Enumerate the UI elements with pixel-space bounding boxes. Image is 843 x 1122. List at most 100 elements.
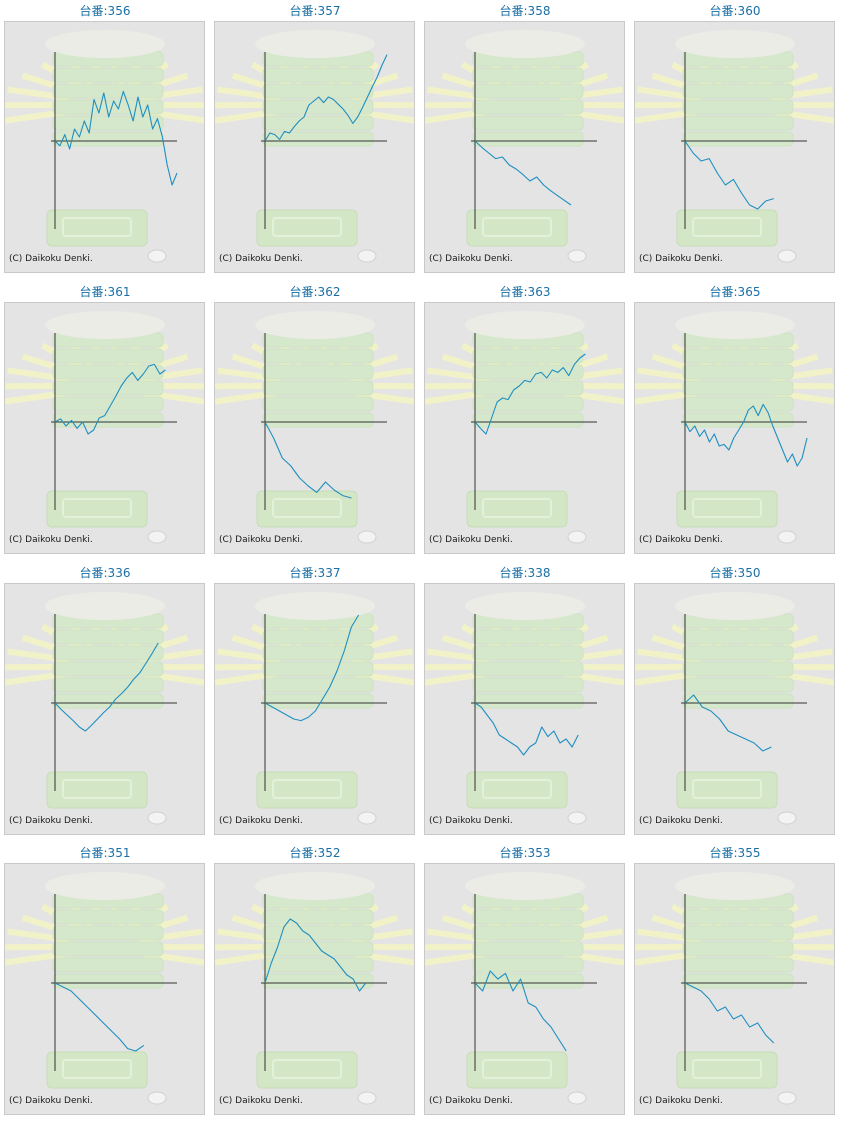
tray-stack [53,694,163,708]
tray-stack [683,630,793,644]
tray-stack [263,630,373,644]
copyright-text: (C) Daikoku Denki. [9,1096,93,1106]
chart-svg [5,22,204,272]
coin-icon [358,531,376,543]
chart-svg [5,584,204,834]
pile-top [45,311,165,339]
tray-stack [263,926,373,940]
tray-stack [683,68,793,82]
chart-svg [215,584,414,834]
coin-icon [568,531,586,543]
tray-stack [53,974,163,988]
coin-icon [778,531,796,543]
pile-top [675,311,795,339]
tray-stack [473,116,583,130]
coin-icon [568,1092,586,1104]
chart-title[interactable]: 台番:352 [210,845,420,861]
coin-icon [778,812,796,824]
chart-panel: (C) Daikoku Denki. [424,863,625,1115]
tray-stack [263,662,373,676]
chart-title[interactable]: 台番:338 [420,565,630,581]
chart-title[interactable]: 台番:353 [420,845,630,861]
chart-svg [215,22,414,272]
background-illustration [635,311,834,543]
chart-title[interactable]: 台番:337 [210,565,420,581]
chart-title[interactable]: 台番:357 [210,3,420,19]
pile-top [465,30,585,58]
tray-stack [53,116,163,130]
tray-stack [473,958,583,972]
tray-stack [473,381,583,395]
tray-stack [683,413,793,427]
chart-cell: 台番:338 (C) Daikoku Denki. [420,562,630,842]
chart-title[interactable]: 台番:361 [0,284,210,300]
chart-cell: 台番:356 (C) Daikoku Denki. [0,0,210,280]
coin-icon [568,250,586,262]
pile-top [255,30,375,58]
chart-panel: (C) Daikoku Denki. [4,21,205,273]
chart-cell: 台番:357(C) Daikoku Denki. [210,0,420,280]
chart-title[interactable]: 台番:336 [0,565,210,581]
background-illustration [635,30,834,262]
coin-icon [568,812,586,824]
tray-stack [473,926,583,940]
tray-stack [683,662,793,676]
coin-icon [148,812,166,824]
tray-stack [53,958,163,972]
chart-title[interactable]: 台番:360 [630,3,840,19]
tray-stack [473,68,583,82]
tray-stack [473,974,583,988]
chart-svg [635,864,834,1114]
tray-stack [683,381,793,395]
chart-title[interactable]: 台番:355 [630,845,840,861]
chart-title[interactable]: 台番:351 [0,845,210,861]
chart-cell: 台番:350 (C) Daikoku Denki. [630,562,840,842]
tray-stack [263,84,373,98]
tray-stack [263,910,373,924]
tray-stack [263,958,373,972]
coin-icon [778,250,796,262]
tray-stack [473,942,583,956]
chart-panel: (C) Daikoku Denki. [424,583,625,835]
background-illustration [425,30,624,262]
chart-title[interactable]: 台番:358 [420,3,630,19]
background-illustration [5,30,204,262]
background-illustration [425,311,624,543]
coin-icon [778,1092,796,1104]
tray-stack [683,910,793,924]
tray-stack [683,132,793,146]
background-illustration [425,592,624,824]
chart-title[interactable]: 台番:362 [210,284,420,300]
chart-panel: (C) Daikoku Denki. [634,583,835,835]
tray-stack [53,365,163,379]
chart-cell: 台番:353 (C) Daikoku Denki. [420,842,630,1122]
chart-cell: 台番:355(C) Daikoku Denki. [630,842,840,1122]
pile-top [45,30,165,58]
tray-stack [53,662,163,676]
chart-title[interactable]: 台番:365 [630,284,840,300]
tray-stack [683,397,793,411]
tray-stack [473,678,583,692]
tray-stack [473,100,583,114]
chart-cell: 台番:358 (C) Daikoku Denki. [420,0,630,280]
copyright-text: (C) Daikoku Denki. [9,254,93,264]
copyright-text: (C) Daikoku Denki. [219,816,303,826]
coin-icon [358,250,376,262]
chart-title[interactable]: 台番:356 [0,3,210,19]
tray-stack [53,678,163,692]
tray-stack [473,84,583,98]
chart-title[interactable]: 台番:363 [420,284,630,300]
background-illustration [5,592,204,824]
chart-cell: 台番:360(C) Daikoku Denki. [630,0,840,280]
chart-svg [425,22,624,272]
tray-stack [53,926,163,940]
chart-svg [425,864,624,1114]
tray-stack [263,413,373,427]
chart-cell: 台番:365(C) Daikoku Denki. [630,281,840,561]
tray-stack [53,381,163,395]
tray-stack [683,974,793,988]
copyright-text: (C) Daikoku Denki. [429,254,513,264]
chart-title[interactable]: 台番:350 [630,565,840,581]
tray-stack [473,646,583,660]
